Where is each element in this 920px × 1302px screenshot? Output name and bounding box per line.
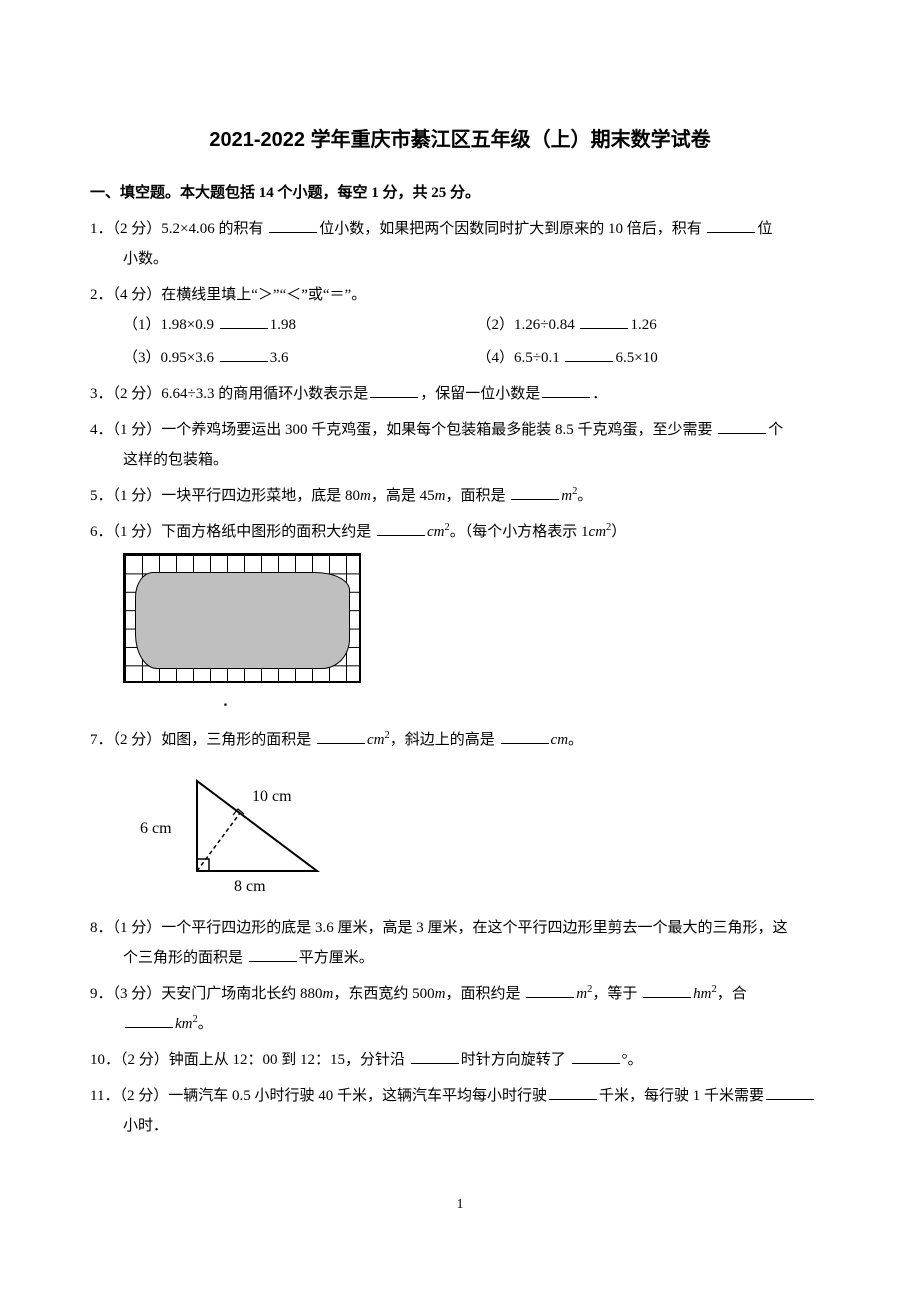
q9-l1-suf: ，合 (717, 986, 747, 1002)
question-10: 10．（2 分）钟面上从 12：00 到 12：15，分针沿 时针方向旋转了 °… (90, 1045, 830, 1075)
q2-b-pre: （2）1.26÷0.84 (477, 317, 579, 333)
q1-line2: 小数。 (90, 244, 830, 274)
q7-blank-1[interactable] (317, 729, 365, 744)
q9-l1-pre: 9．（3 分）天安门广场南北长约 880 (90, 986, 323, 1002)
q3-mid: ，保留一位小数是 (420, 386, 540, 402)
question-7: 7．（2 分）如图，三角形的面积是 cm2，斜边上的高是 cm。 6 cm 10… (90, 725, 830, 907)
question-5: 5．（1 分）一块平行四边形菜地，底是 80m，高是 45m，面积是 m2。 (90, 481, 830, 511)
question-8: 8．（1 分）一个平行四边形的底是 3.6 厘米，高是 3 厘米，在这个平行四边… (90, 913, 830, 973)
q9-blank-1[interactable] (526, 983, 574, 998)
q10-suf: °。 (622, 1052, 643, 1068)
question-1: 1．（2 分）5.2×4.06 的积有 位小数，如果把两个因数同时扩大到原来的 … (90, 214, 830, 274)
question-2: 2．（4 分）在横线里填上“＞”“＜”或“＝”。 （1）1.98×0.9 1.9… (90, 280, 830, 373)
q10-pre: 10．（2 分）钟面上从 12：00 到 12：15，分针沿 (90, 1052, 409, 1068)
q7-unit1: cm (367, 732, 385, 748)
q8-l2-suf: 平方厘米。 (299, 950, 374, 966)
q3-blank-2[interactable] (542, 383, 590, 398)
q3-suf: ． (592, 386, 607, 402)
dash-mark-icon: ▪ (224, 700, 227, 710)
q3-pre: 3．（2 分）6.64÷3.3 的商用循环小数表示是 (90, 386, 368, 402)
question-3: 3．（2 分）6.64÷3.3 的商用循环小数表示是 ，保留一位小数是 ． (90, 379, 830, 409)
q8-l2-pre: 个三角形的面积是 (123, 950, 247, 966)
q7-blank-2[interactable] (501, 729, 549, 744)
q5-pre: 5．（1 分）一块平行四边形菜地，底是 80 (90, 488, 360, 504)
q2-a-blank[interactable] (220, 314, 268, 329)
q9-mid1: ，东西宽约 500 (333, 986, 434, 1002)
q7-suf: 。 (568, 732, 583, 748)
q9-l2-suf: 。 (198, 1016, 213, 1032)
q4-blank[interactable] (718, 419, 766, 434)
triangle-figure: 6 cm 10 cm 8 cm (132, 761, 830, 907)
q4-l1-suf: 个 (768, 422, 783, 438)
q7-mid: ，斜边上的高是 (390, 732, 499, 748)
q2-b-post: 1.26 (630, 317, 656, 333)
q5-blank[interactable] (511, 485, 559, 500)
q8-blank[interactable] (249, 947, 297, 962)
q9-m2: m (435, 986, 446, 1002)
q8-l1: 8．（1 分）一个平行四边形的底是 3.6 厘米，高是 3 厘米，在这个平行四边… (90, 913, 830, 943)
tri-label-left: 6 cm (140, 820, 172, 837)
question-6: 6．（1 分）下面方格纸中图形的面积大约是 cm2。（每个小方格表示 1cm2）… (90, 517, 830, 719)
q6-unit2: cm (589, 524, 607, 540)
q2-a-post: 1.98 (270, 317, 296, 333)
q9-blank-2[interactable] (643, 983, 691, 998)
q2-c-post: 3.6 (270, 350, 289, 366)
q5-m1: m (360, 488, 371, 504)
q9-mid3: ，等于 (592, 986, 641, 1002)
grid-figure (123, 553, 361, 683)
q11-blank-1[interactable] (549, 1085, 597, 1100)
q6-blank[interactable] (377, 521, 425, 536)
question-4: 4．（1 分）一个养鸡场要运出 300 千克鸡蛋，如果每个包装箱最多能装 8.5… (90, 415, 830, 475)
q4-l2: 这样的包装箱。 (90, 445, 830, 475)
q5-m3: m (561, 488, 572, 504)
tri-label-base: 8 cm (234, 878, 266, 895)
q7-unit2: cm (551, 732, 569, 748)
q5-mid1: ，高是 45 (371, 488, 435, 504)
q9-km: km (175, 1016, 193, 1032)
question-9: 9．（3 分）天安门广场南北长约 880m，东西宽约 500m，面积约是 m2，… (90, 979, 830, 1039)
q9-mid2: ，面积约是 (445, 986, 524, 1002)
page-number: 1 (90, 1191, 830, 1219)
q2-d-post: 6.5×10 (615, 350, 657, 366)
q2-b-blank[interactable] (580, 314, 628, 329)
q1-mid: 位小数，如果把两个因数同时扩大到原来的 10 倍后，积有 (319, 221, 705, 237)
q11-l1-pre: 11．（2 分）一辆汽车 0.5 小时行驶 40 千米，这辆汽车平均每小时行驶 (90, 1088, 547, 1104)
q1-suffix: 位 (757, 221, 772, 237)
q7-pre: 7．（2 分）如图，三角形的面积是 (90, 732, 315, 748)
q9-hm: hm (693, 986, 711, 1002)
q6-post: 。（每个小方格表示 1 (450, 524, 589, 540)
q9-m3: m (576, 986, 587, 1002)
q10-mid: 时针方向旋转了 (461, 1052, 570, 1068)
q1-blank-1[interactable] (269, 218, 317, 233)
q1-prefix: 1．（2 分）5.2×4.06 的积有 (90, 221, 267, 237)
q2-a-pre: （1）1.98×0.9 (123, 317, 218, 333)
q6-unit: cm (427, 524, 445, 540)
q4-l1-pre: 4．（1 分）一个养鸡场要运出 300 千克鸡蛋，如果每个包装箱最多能装 8.5… (90, 422, 716, 438)
q2-head: 2．（4 分）在横线里填上“＞”“＜”或“＝”。 (90, 280, 830, 310)
q10-blank-1[interactable] (411, 1049, 459, 1064)
q6-pre: 6．（1 分）下面方格纸中图形的面积大约是 (90, 524, 375, 540)
q11-blank-2[interactable] (766, 1085, 814, 1100)
q2-d-pre: （4）6.5÷0.1 (477, 350, 564, 366)
q5-mid2: ，面积是 (445, 488, 509, 504)
q6-post2: ） (611, 524, 626, 540)
grid-blob (135, 572, 350, 669)
q3-blank-1[interactable] (370, 383, 418, 398)
q11-l2: 小时． (90, 1111, 830, 1141)
section-header: 一、填空题。本大题包括 14 个小题，每空 1 分，共 25 分。 (90, 178, 830, 208)
q9-m1: m (323, 986, 334, 1002)
q5-suf: 。 (577, 488, 592, 504)
q2-d-blank[interactable] (565, 347, 613, 362)
tri-label-hyp: 10 cm (252, 788, 292, 805)
page-title: 2021-2022 学年重庆市綦江区五年级（上）期末数学试卷 (90, 120, 830, 160)
q1-blank-2[interactable] (707, 218, 755, 233)
q11-l1-suf: 千米，每行驶 1 千米需要 (599, 1088, 764, 1104)
q5-m2: m (435, 488, 446, 504)
question-11: 11．（2 分）一辆汽车 0.5 小时行驶 40 千米，这辆汽车平均每小时行驶 千… (90, 1081, 830, 1141)
q2-c-pre: （3）0.95×3.6 (123, 350, 218, 366)
q9-blank-3[interactable] (125, 1013, 173, 1028)
q2-c-blank[interactable] (220, 347, 268, 362)
q10-blank-2[interactable] (572, 1049, 620, 1064)
